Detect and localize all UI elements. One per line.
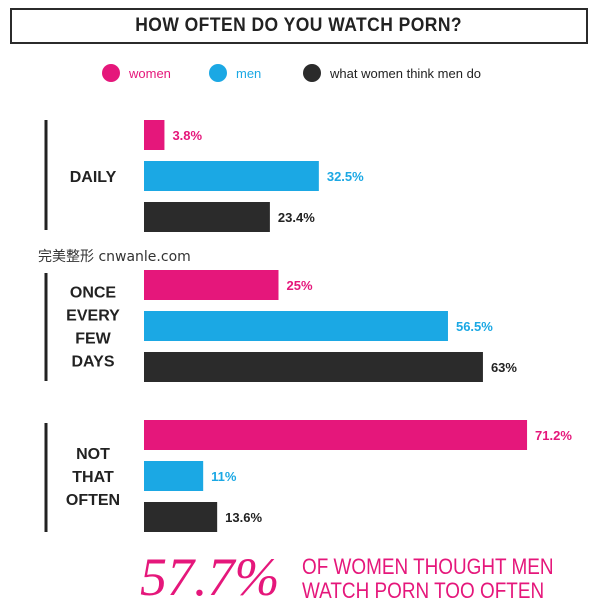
category-label: THAT bbox=[72, 469, 114, 486]
footer-callout: 57.7% OF WOMEN THOUGHT MEN WATCH PORN TO… bbox=[0, 548, 600, 606]
legend-item-men: men bbox=[209, 64, 261, 82]
watermark-text: 完美整形 cnwanle.com bbox=[38, 249, 191, 265]
data-label: 25% bbox=[287, 278, 313, 293]
data-label: 71.2% bbox=[535, 428, 572, 443]
legend-label-men: men bbox=[236, 65, 262, 81]
legend-item-women: women bbox=[102, 64, 171, 82]
legend-swatch-women bbox=[102, 64, 120, 82]
data-label: 11% bbox=[211, 469, 237, 484]
bar-chart: DAILY 3.8% 32.5% 23.4% ONCE EVERY FEW DAYS 25% 56… bbox=[44, 120, 572, 532]
legend-swatch-men bbox=[209, 64, 227, 82]
chart-title: HOW OFTEN DO YOU WATCH PORN? bbox=[135, 15, 463, 36]
category-label: ONCE bbox=[70, 285, 117, 302]
bar-men bbox=[144, 161, 319, 191]
category-label: DAYS bbox=[72, 354, 115, 371]
data-label: 3.8% bbox=[172, 128, 202, 143]
footer-text-line1: OF WOMEN THOUGHT MEN bbox=[302, 554, 554, 579]
footer-percentage: 57.7% bbox=[140, 547, 280, 607]
bar-what-women-think-men-do bbox=[144, 202, 270, 232]
data-label: 32.5% bbox=[327, 169, 364, 184]
legend-label-what-women-think: what women think men do bbox=[330, 65, 482, 81]
category-label: DAILY bbox=[70, 169, 117, 186]
data-label: 63% bbox=[491, 360, 517, 375]
legend-label-women: women bbox=[129, 65, 171, 81]
legend-swatch-what-women-think bbox=[303, 64, 321, 82]
legend: women men what women think men do bbox=[0, 64, 600, 90]
data-label: 13.6% bbox=[225, 510, 262, 525]
chart-title-box: HOW OFTEN DO YOU WATCH PORN? bbox=[10, 8, 588, 44]
bar-what-women-think-men-do bbox=[144, 502, 218, 532]
category-label: OFTEN bbox=[66, 492, 120, 509]
category-label: FEW bbox=[75, 331, 111, 348]
bar-men bbox=[144, 461, 204, 491]
bar-women bbox=[144, 120, 165, 150]
legend-item-what-women-think: what women think men do bbox=[303, 64, 481, 82]
data-label: 23.4% bbox=[278, 210, 315, 225]
category-label: NOT bbox=[76, 446, 110, 463]
category-label: EVERY bbox=[66, 308, 120, 325]
footer-text-line2: WATCH PORN TOO OFTEN bbox=[302, 578, 545, 603]
bar-women bbox=[144, 270, 279, 300]
bar-women bbox=[144, 420, 528, 450]
data-label: 56.5% bbox=[456, 319, 493, 334]
bar-men bbox=[144, 311, 448, 341]
bar-what-women-think-men-do bbox=[144, 352, 483, 382]
